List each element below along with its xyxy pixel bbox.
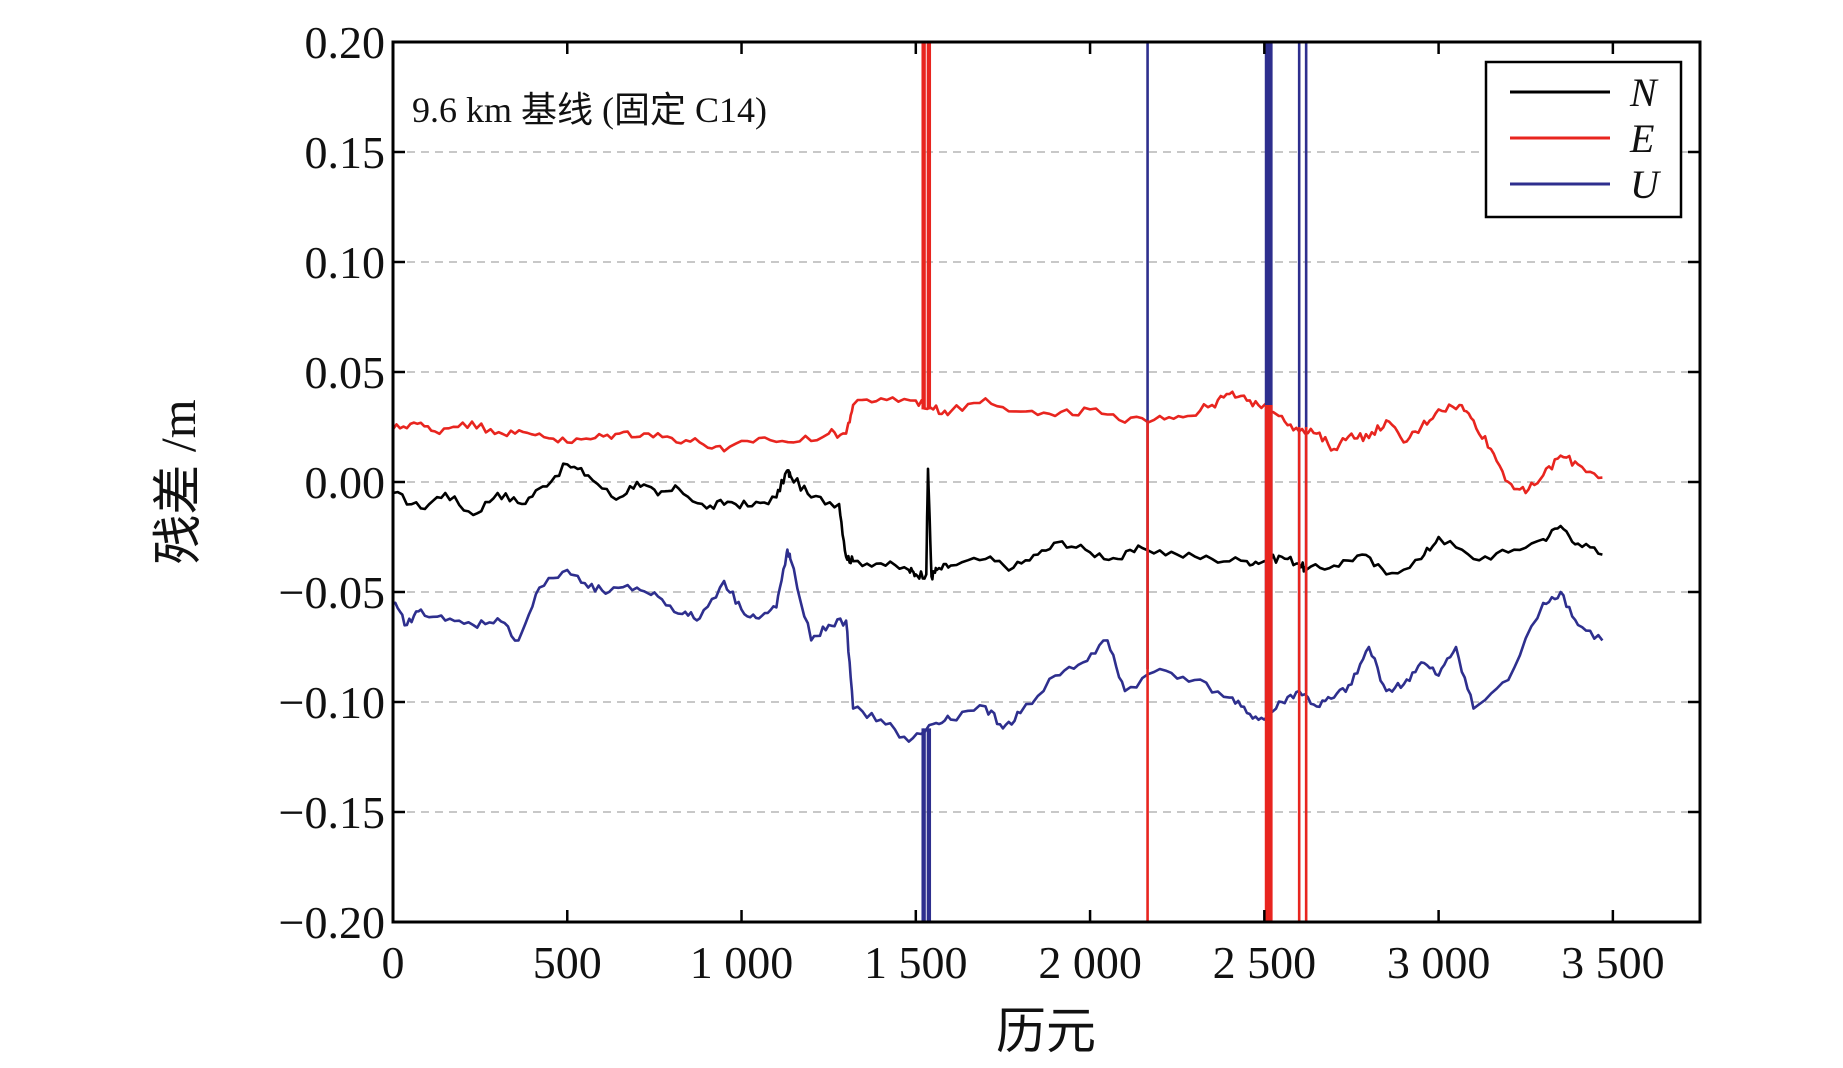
x-tick-label: 500	[533, 937, 602, 988]
x-tick-label: 3 000	[1387, 937, 1491, 988]
axis-ticks	[391, 40, 1700, 924]
y-tick-label: 0.05	[305, 347, 386, 398]
y-tick-label: −0.20	[279, 897, 385, 948]
series-N-line	[393, 462, 1603, 581]
x-tick-label: 0	[382, 937, 405, 988]
legend-label-N: N	[1629, 70, 1659, 115]
y-axis-title: 残差 /m	[150, 399, 206, 564]
x-tick-label: 1 500	[864, 937, 968, 988]
x-tick-label: 2 500	[1213, 937, 1317, 988]
legend-label-U: U	[1630, 162, 1662, 207]
y-tick-label: 0.10	[305, 237, 386, 288]
y-tick-label: 0.20	[305, 17, 386, 68]
x-tick-label: 2 000	[1038, 937, 1142, 988]
y-tick-label: 0.15	[305, 127, 386, 178]
y-tick-label: −0.05	[279, 567, 385, 618]
baseline-annotation: 9.6 km 基线 (固定 C14)	[412, 90, 767, 130]
tick-labels: 0.20 0.15 0.10 0.05 0.00 −0.05 −0.10 −0.15 −0.20…	[279, 17, 1665, 988]
plot-series	[393, 42, 1604, 922]
legend: NEU	[1484, 60, 1683, 219]
series-U-line	[393, 548, 1604, 743]
x-tick-label: 1 000	[690, 937, 794, 988]
x-axis-title: 历元	[996, 1003, 1096, 1059]
series-E-line	[393, 390, 1603, 495]
grid-lines	[393, 151, 1700, 813]
legend-label-E: E	[1629, 116, 1654, 161]
x-tick-label: 3 500	[1561, 937, 1665, 988]
y-tick-label: −0.15	[279, 787, 385, 838]
y-tick-label: −0.10	[279, 677, 385, 728]
y-tick-label: 0.00	[305, 457, 386, 508]
